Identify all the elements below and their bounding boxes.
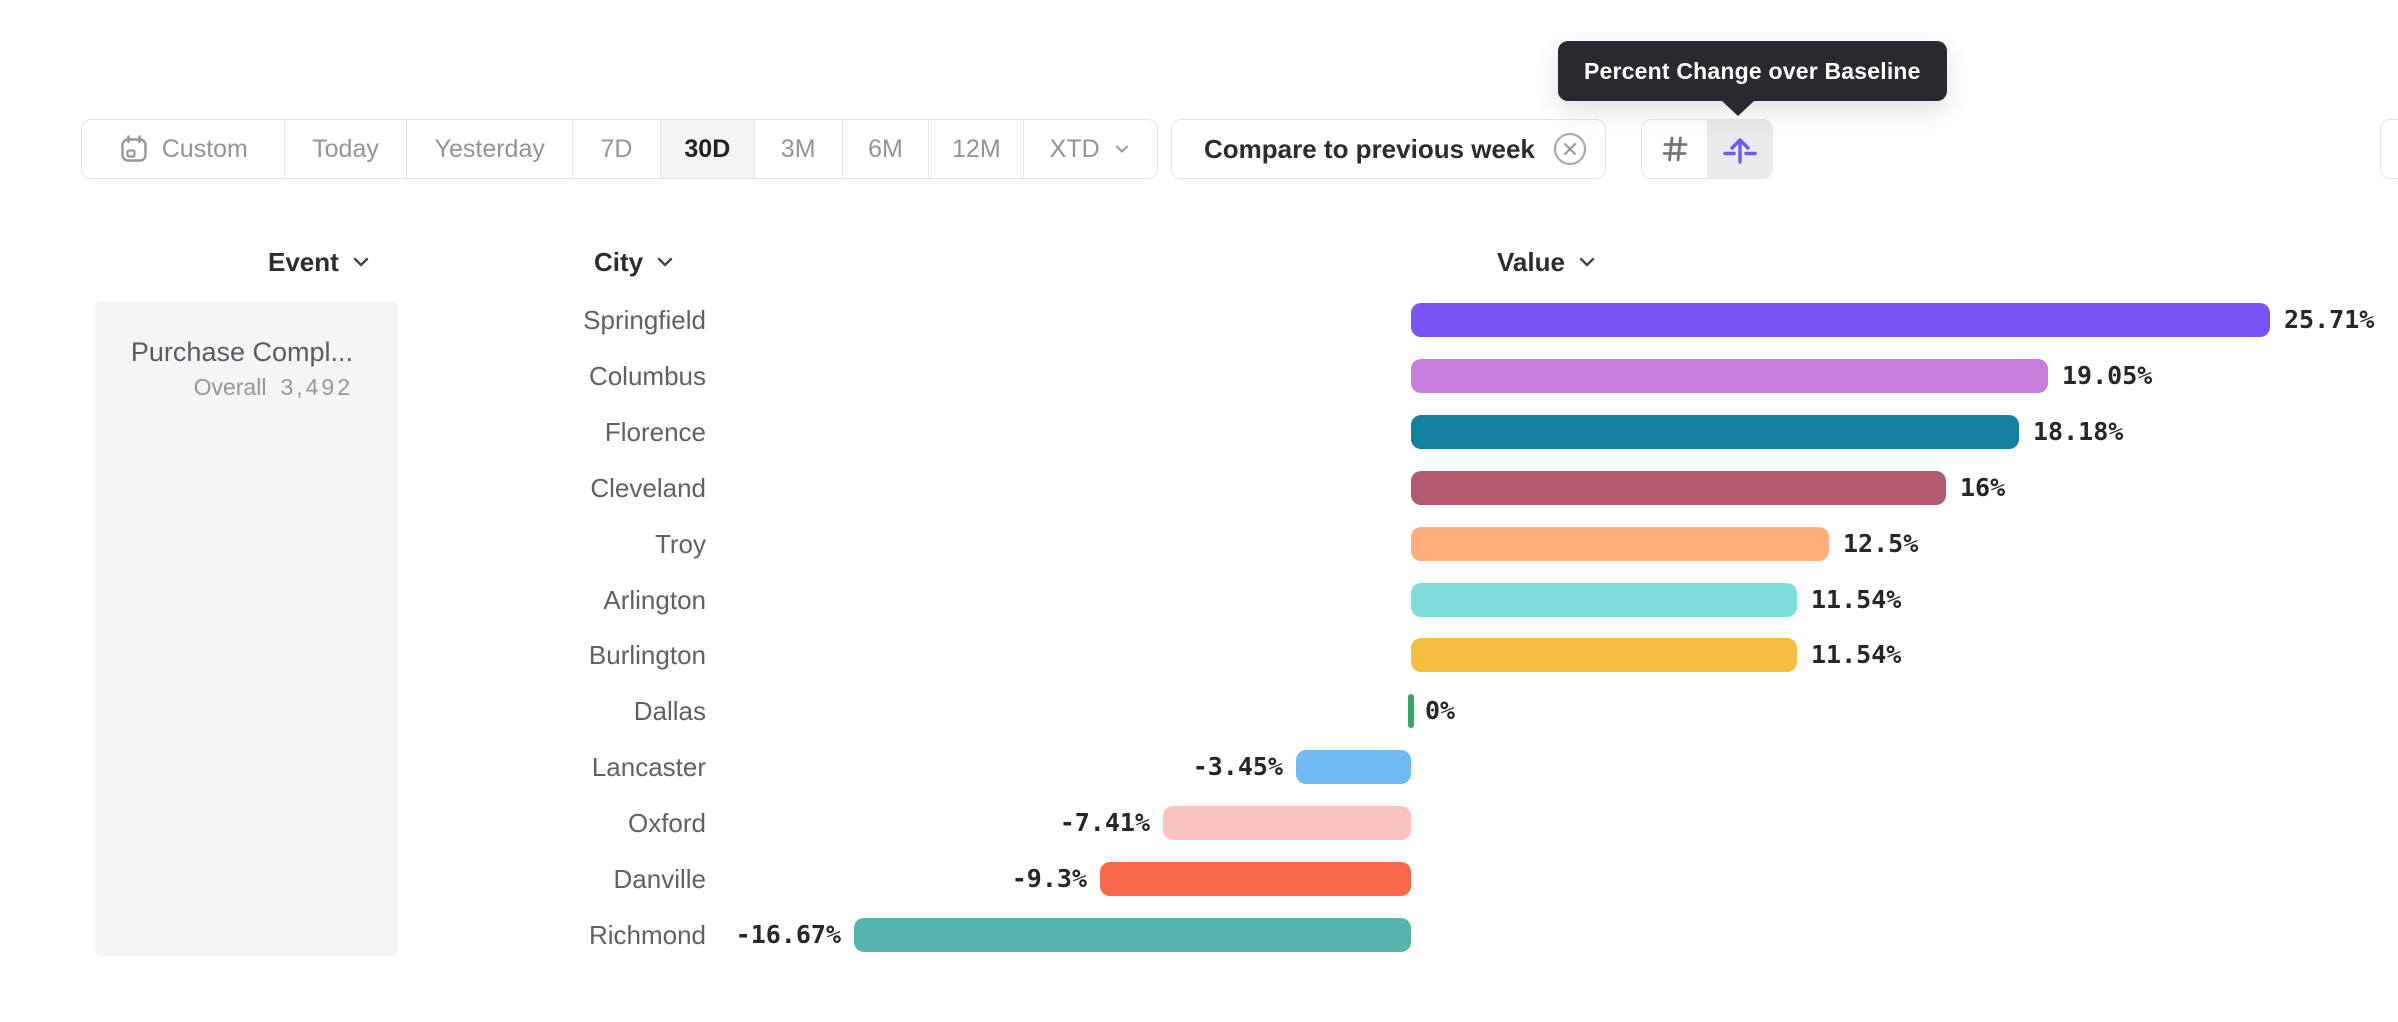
chevron-down-icon	[350, 251, 372, 273]
date-range-12m[interactable]: 12M	[929, 120, 1025, 178]
bar-dallas[interactable]	[1408, 694, 1414, 729]
compare-chip[interactable]: Compare to previous week	[1171, 119, 1606, 179]
date-range-label: Custom	[161, 134, 248, 163]
date-range-7d[interactable]: 7D	[573, 120, 661, 178]
hash-icon	[1658, 132, 1692, 166]
bar-burlington[interactable]	[1411, 638, 1797, 673]
date-range-xtd[interactable]: XTD	[1024, 120, 1157, 178]
overall-value: 3,492	[280, 374, 353, 400]
city-label: Burlington	[588, 640, 706, 671]
date-range-label: XTD	[1049, 134, 1100, 163]
value-label: 19.05%	[2062, 360, 2153, 390]
event-card-title: Purchase Compl...	[130, 337, 353, 367]
bar-richmond[interactable]	[854, 917, 1411, 952]
value-label: -3.45%	[1192, 752, 1283, 782]
column-header-value-label: Value	[1497, 246, 1565, 277]
date-range-6m[interactable]: 6M	[843, 120, 930, 178]
chevron-down-icon	[654, 251, 676, 273]
value-label: 25.71%	[2284, 305, 2375, 334]
column-header-city-label: City	[594, 246, 644, 277]
chevron-down-icon	[1576, 251, 1598, 273]
date-range-label: Yesterday	[434, 134, 545, 163]
city-label: Troy	[654, 528, 706, 559]
bar-danville[interactable]	[1100, 862, 1411, 896]
date-range-label: 6M	[868, 134, 903, 163]
bar-arlington[interactable]	[1411, 582, 1797, 617]
date-range-label: 12M	[952, 134, 1001, 163]
date-range-custom[interactable]: Custom	[82, 120, 285, 178]
percent-change-over-baseline-button[interactable]	[1707, 120, 1772, 178]
bar-cleveland[interactable]	[1411, 470, 1946, 505]
value-label: 11.54%	[1811, 640, 1902, 670]
value-label: -16.67%	[735, 919, 841, 949]
date-range-label: 7D	[600, 134, 633, 163]
chart-view-toggle-group	[1641, 119, 1773, 179]
value-label: 12.5%	[1843, 528, 1919, 558]
city-label: Cleveland	[590, 472, 706, 503]
bar-oxford[interactable]	[1163, 806, 1411, 841]
city-label: Arlington	[603, 584, 706, 615]
date-range-label: Today	[312, 134, 379, 163]
city-label: Florence	[604, 416, 706, 447]
column-header-value[interactable]: Value	[1497, 246, 1598, 278]
value-label: 0%	[1425, 696, 1456, 726]
value-label: -9.3%	[1011, 864, 1087, 893]
numbers-view-button[interactable]	[1642, 120, 1707, 178]
baseline-arrow-icon	[1721, 130, 1759, 168]
calendar-icon	[118, 133, 150, 165]
tooltip-caret	[1722, 101, 1754, 116]
city-label: Columbus	[588, 360, 706, 391]
bar-columbus[interactable]	[1411, 358, 2048, 393]
date-range-picker: Custom Today Yesterday 7D 30D 3M 6M 12M XTD	[81, 119, 1158, 179]
chevron-down-icon	[1112, 139, 1132, 159]
column-header-event[interactable]: Event	[268, 246, 372, 278]
bar-springfield[interactable]	[1411, 303, 2270, 337]
bar-florence[interactable]	[1411, 414, 2019, 449]
city-label: Lancaster	[591, 752, 706, 783]
value-label: 11.54%	[1811, 584, 1902, 614]
column-header-event-label: Event	[268, 246, 339, 277]
city-label: Oxford	[627, 808, 706, 839]
value-label: 18.18%	[2033, 416, 2124, 446]
value-label: 16%	[1960, 472, 2006, 502]
city-label: Dallas	[633, 696, 706, 727]
city-label: Springfield	[583, 305, 706, 335]
city-label: Richmond	[588, 919, 706, 950]
column-header-city[interactable]: City	[594, 246, 676, 278]
event-card[interactable]: Purchase Compl... Overall 3,492	[95, 301, 398, 956]
date-range-label: 30D	[684, 134, 731, 163]
date-range-30d[interactable]: 30D	[660, 120, 755, 178]
date-range-yesterday[interactable]: Yesterday	[407, 120, 574, 178]
date-range-label: 3M	[780, 134, 816, 163]
x-circle-icon[interactable]	[1553, 132, 1587, 166]
partial-button[interactable]	[2380, 119, 2398, 179]
bar-troy[interactable]	[1411, 526, 1829, 561]
value-label: -7.41%	[1059, 808, 1150, 838]
bar-lancaster[interactable]	[1296, 750, 1411, 785]
tooltip-text: Percent Change over Baseline	[1584, 57, 1921, 84]
tooltip-percent-change-over-baseline: Percent Change over Baseline	[1558, 41, 1947, 116]
event-card-overall: Overall 3,492	[115, 372, 353, 402]
date-range-3m[interactable]: 3M	[755, 120, 843, 178]
overall-label: Overall	[193, 374, 267, 400]
compare-chip-label: Compare to previous week	[1204, 133, 1535, 164]
date-range-today[interactable]: Today	[285, 120, 408, 178]
city-label: Danville	[613, 864, 707, 894]
